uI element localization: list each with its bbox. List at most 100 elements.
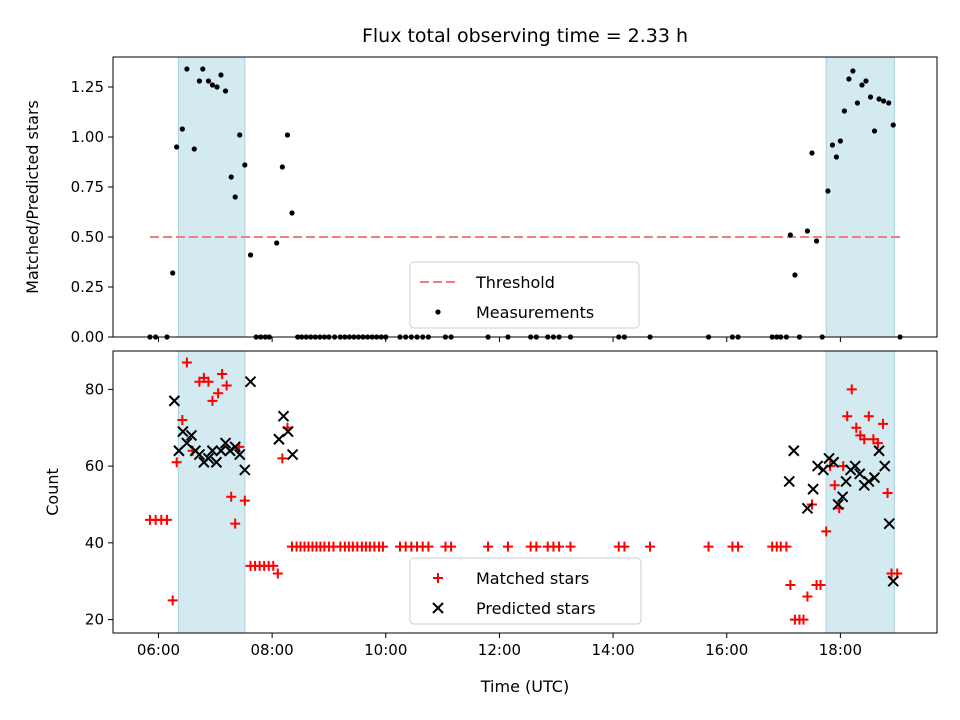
chart-title: Flux total observing time = 2.33 h [362, 25, 688, 47]
count-panel: 20 40 60 80 06:00 08:00 10:00 12:00 14:00 16:00 18… [43, 350, 938, 696]
x-tick-label: 10:00 [364, 641, 407, 659]
measurement-point [214, 84, 220, 90]
matched-stars-point [221, 380, 232, 391]
predicted-stars-point [840, 475, 852, 488]
predicted-stars-point [879, 460, 891, 472]
y-tick-label: 0.25 [71, 278, 104, 296]
matched-stars-point [781, 541, 792, 552]
measurement-point [813, 238, 820, 244]
observing-window-band [825, 56, 895, 338]
matched-stars-point [230, 518, 241, 529]
predicted-stars-point [836, 491, 849, 503]
predicted-stars-point [883, 517, 895, 530]
legend-matched-swatch [433, 573, 443, 583]
matched-stars-point [703, 541, 714, 552]
matched-stars-point [377, 541, 388, 552]
measurement-point [184, 66, 190, 72]
measurement-point [247, 252, 254, 258]
measurement-point [792, 272, 798, 278]
predicted-stars-point [168, 395, 181, 407]
measurement-point [209, 82, 216, 88]
matched-stars-point [798, 614, 809, 625]
measurement-point [191, 146, 197, 152]
measurement-point [876, 96, 882, 102]
predicted-stars-point [286, 448, 299, 461]
predicted-stars-point [219, 437, 232, 449]
measurement-point [174, 144, 180, 150]
predicted-stars-point [206, 445, 219, 457]
measurement-point [890, 122, 896, 128]
matched-stars-point [181, 357, 192, 368]
matched-stars-point [483, 541, 494, 552]
matched-stars-point [872, 438, 883, 449]
matched-stars-point [217, 369, 228, 380]
matched-stars-point [502, 541, 513, 552]
matched-stars-point [277, 453, 288, 464]
series-x [168, 375, 899, 587]
measurement-point [242, 162, 248, 168]
matched-stars-point [446, 541, 457, 552]
y-tick-label: 1.25 [71, 78, 104, 96]
matched-stars-point [239, 495, 250, 506]
predicted-stars-point [887, 575, 899, 587]
legend: Threshold Measurements [409, 261, 640, 329]
measurement-point [228, 174, 234, 180]
predicted-stars-point [229, 441, 241, 453]
predicted-stars-point [827, 456, 840, 468]
legend-box [409, 261, 640, 329]
matched-stars-point [842, 411, 853, 422]
observing-window-band [177, 350, 246, 634]
predicted-stars-point [273, 433, 285, 445]
matched-stars-point [161, 514, 172, 525]
y-axis-label: Matched/Predicted stars [23, 100, 42, 294]
matched-stars-point [802, 591, 813, 602]
x-tick-label: 12:00 [478, 641, 521, 659]
measurement-point [837, 138, 843, 144]
predicted-stars-point [863, 475, 875, 488]
predicted-stars-point [817, 464, 830, 476]
matched-stars-point [531, 541, 542, 552]
predicted-stars-point [277, 410, 290, 422]
legend-entry-label: Threshold [475, 273, 555, 292]
legend-predicted-swatch [432, 602, 444, 614]
matched-stars-point [177, 415, 188, 426]
ratio-panel: 0.00 0.25 0.50 0.75 1.00 1.25 Matched/Predicte… [23, 25, 938, 346]
measurement-point [218, 72, 224, 78]
measurement-point [787, 232, 793, 238]
measurement-point [196, 78, 202, 84]
measurement-point [825, 188, 831, 194]
matched-stars-point [171, 457, 182, 468]
measurement-point [846, 76, 852, 82]
measurement-point [833, 154, 840, 160]
matched-stars-point [268, 560, 279, 571]
measurement-point [829, 142, 836, 148]
legend-measurement-swatch [435, 309, 441, 315]
predicted-stars-point [244, 375, 257, 388]
matched-stars-point [554, 541, 565, 552]
measurement-point [804, 228, 811, 234]
matched-stars-point [882, 487, 893, 498]
measurement-point [284, 132, 291, 138]
matched-stars-point [226, 491, 237, 502]
predicted-stars-point [868, 471, 881, 484]
predicted-stars-point [811, 460, 824, 472]
legend-entry-label: Matched stars [476, 569, 589, 588]
measurement-point [886, 100, 892, 106]
predicted-stars-point [849, 460, 861, 472]
legend-entry-label: Measurements [476, 303, 594, 322]
predicted-stars-point [854, 468, 866, 480]
x-tick-label: 14:00 [591, 641, 634, 659]
measurement-point [850, 68, 856, 74]
x-tick-label: 06:00 [137, 641, 180, 659]
legend-box [409, 557, 642, 625]
y-tick-label: 40 [85, 534, 104, 552]
y-tick-label: 20 [85, 611, 104, 629]
predicted-stars-point [832, 498, 844, 511]
matched-stars-point [859, 434, 870, 445]
measurement-point [274, 240, 280, 246]
predicted-stars-point [239, 464, 251, 476]
measurement-point [809, 150, 815, 156]
y-axis-label: Count [43, 468, 62, 516]
predicted-stars-point [807, 483, 819, 495]
